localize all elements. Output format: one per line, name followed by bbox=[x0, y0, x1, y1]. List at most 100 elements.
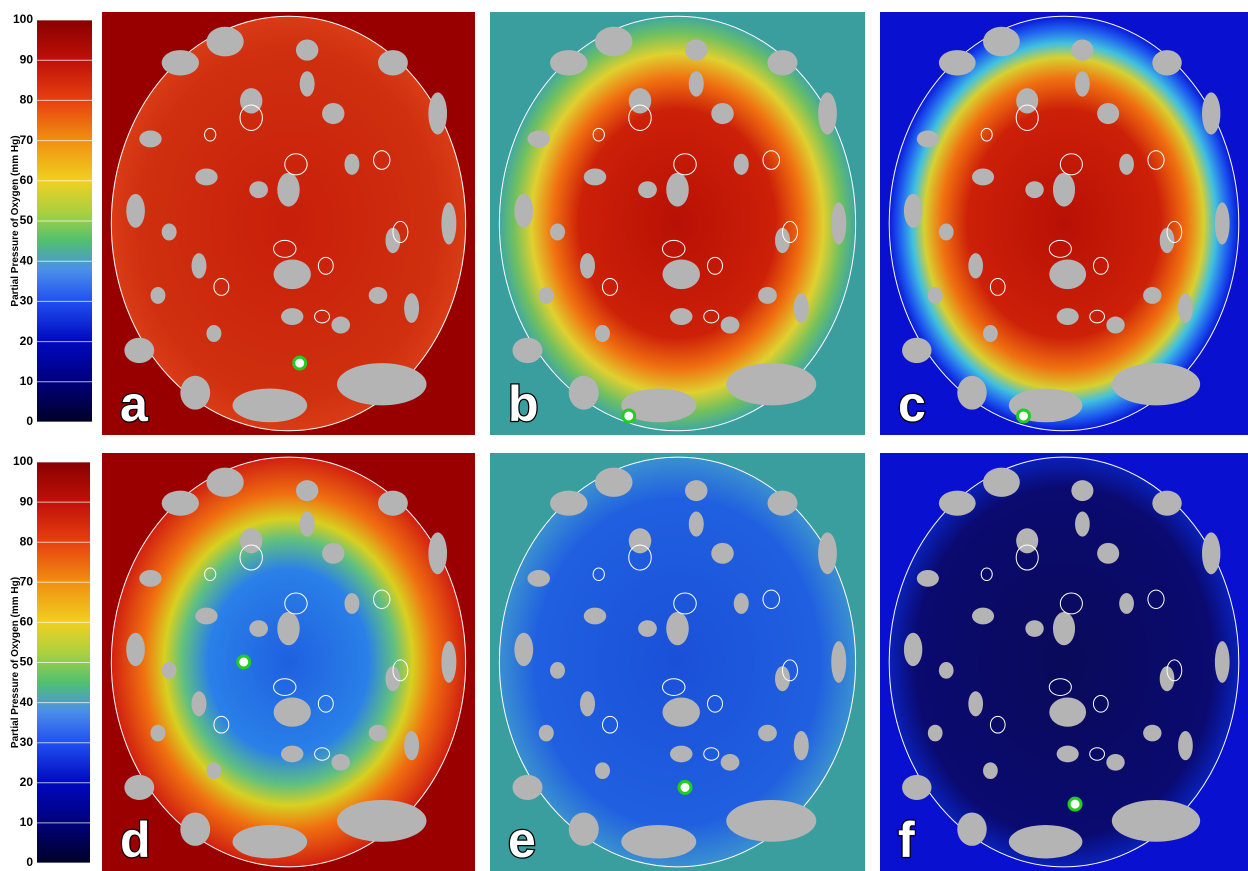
vessel bbox=[1143, 725, 1161, 742]
colorbar-tick-label: 20 bbox=[20, 334, 34, 348]
vessel bbox=[1119, 154, 1134, 175]
vessel bbox=[928, 287, 943, 304]
vessel bbox=[124, 775, 154, 800]
vessel bbox=[126, 194, 145, 228]
vessel bbox=[206, 325, 221, 342]
colorbar-tick-label: 30 bbox=[20, 294, 34, 308]
vessel bbox=[378, 491, 408, 516]
vessel bbox=[277, 173, 299, 207]
vessel bbox=[972, 169, 994, 186]
vessel bbox=[904, 194, 922, 228]
vessel bbox=[1202, 532, 1220, 574]
vessel bbox=[1106, 754, 1124, 771]
vessel bbox=[180, 812, 210, 845]
vessel bbox=[344, 154, 359, 175]
colorbar-tick-label: 0 bbox=[26, 855, 33, 869]
vessel bbox=[968, 691, 983, 716]
vessel bbox=[818, 532, 837, 574]
vessel bbox=[638, 620, 657, 637]
vessel bbox=[711, 543, 734, 564]
vessel bbox=[1178, 293, 1193, 323]
colorbar-tick-label: 70 bbox=[20, 574, 34, 588]
vessel bbox=[902, 338, 931, 363]
vessel bbox=[939, 662, 954, 679]
colorbar-tick-label: 30 bbox=[20, 735, 34, 749]
vessel bbox=[233, 388, 308, 422]
vessel bbox=[580, 691, 595, 716]
colorbar-tick-label: 60 bbox=[20, 173, 34, 187]
vessel bbox=[528, 570, 551, 587]
vessel bbox=[595, 325, 610, 342]
panel: f bbox=[880, 453, 1248, 871]
tissue-region bbox=[499, 457, 855, 867]
panel: d bbox=[102, 453, 475, 871]
vessel bbox=[1178, 731, 1193, 760]
vessel bbox=[768, 491, 798, 516]
vessel bbox=[972, 608, 994, 625]
vessel bbox=[904, 633, 922, 666]
vessel bbox=[139, 570, 161, 587]
vessel bbox=[126, 633, 145, 666]
panel: b bbox=[490, 12, 865, 435]
vessel bbox=[1075, 71, 1090, 96]
vessel bbox=[1057, 308, 1079, 325]
vessel bbox=[1097, 543, 1119, 564]
vessel bbox=[240, 528, 262, 553]
probe-marker bbox=[623, 410, 635, 422]
vessel bbox=[917, 570, 939, 587]
colorbar-label: Partial Pressure of Oxygen (mm Hg) bbox=[10, 577, 21, 748]
vessel bbox=[162, 50, 199, 75]
vessel bbox=[514, 194, 533, 228]
colorbar-tick-label: 40 bbox=[20, 695, 34, 709]
vessel bbox=[162, 662, 177, 679]
vessel bbox=[300, 512, 315, 537]
vessel bbox=[1009, 825, 1083, 858]
colorbar-tick-label: 80 bbox=[20, 534, 34, 548]
vessel bbox=[689, 71, 704, 96]
vessel bbox=[939, 50, 976, 75]
colorbar-tick-label: 10 bbox=[20, 815, 34, 829]
probe-marker bbox=[238, 656, 250, 668]
vessel bbox=[768, 50, 798, 75]
vessel bbox=[124, 338, 154, 363]
vessel bbox=[528, 130, 551, 147]
vessel bbox=[428, 92, 447, 134]
vessel bbox=[689, 512, 704, 537]
vessel bbox=[663, 259, 701, 289]
tissue-region bbox=[889, 16, 1239, 431]
vessel bbox=[595, 27, 633, 57]
vessel bbox=[983, 325, 998, 342]
vessel bbox=[1119, 593, 1134, 614]
vessel bbox=[162, 491, 199, 516]
vessel bbox=[726, 800, 816, 842]
vessel bbox=[514, 633, 533, 666]
vessel bbox=[629, 528, 652, 553]
vessel bbox=[734, 593, 749, 614]
vessel bbox=[721, 754, 740, 771]
vessel bbox=[331, 317, 350, 334]
colorbar-tick-label: 50 bbox=[20, 655, 34, 669]
vessel bbox=[670, 308, 693, 325]
colorbar-tick-label: 90 bbox=[20, 494, 34, 508]
tissue-region bbox=[499, 16, 855, 431]
vessel bbox=[249, 181, 268, 198]
vessel bbox=[584, 169, 607, 186]
vessel bbox=[513, 775, 543, 800]
probe-marker bbox=[294, 357, 306, 369]
vessel bbox=[192, 253, 207, 278]
vessel bbox=[1152, 491, 1181, 516]
vessel bbox=[441, 202, 456, 244]
vessel bbox=[734, 154, 749, 175]
panel-label: d bbox=[120, 812, 151, 868]
vessel bbox=[1016, 88, 1038, 113]
vessel bbox=[1016, 528, 1038, 553]
colorbar-tick-label: 10 bbox=[20, 374, 34, 388]
vessel bbox=[666, 173, 689, 207]
vessel bbox=[1202, 92, 1220, 134]
tissue-region bbox=[111, 457, 465, 867]
panel: c bbox=[880, 12, 1248, 435]
vessel bbox=[1112, 363, 1200, 405]
vessel bbox=[580, 253, 595, 278]
vessel bbox=[621, 825, 696, 858]
vessel bbox=[685, 39, 708, 60]
